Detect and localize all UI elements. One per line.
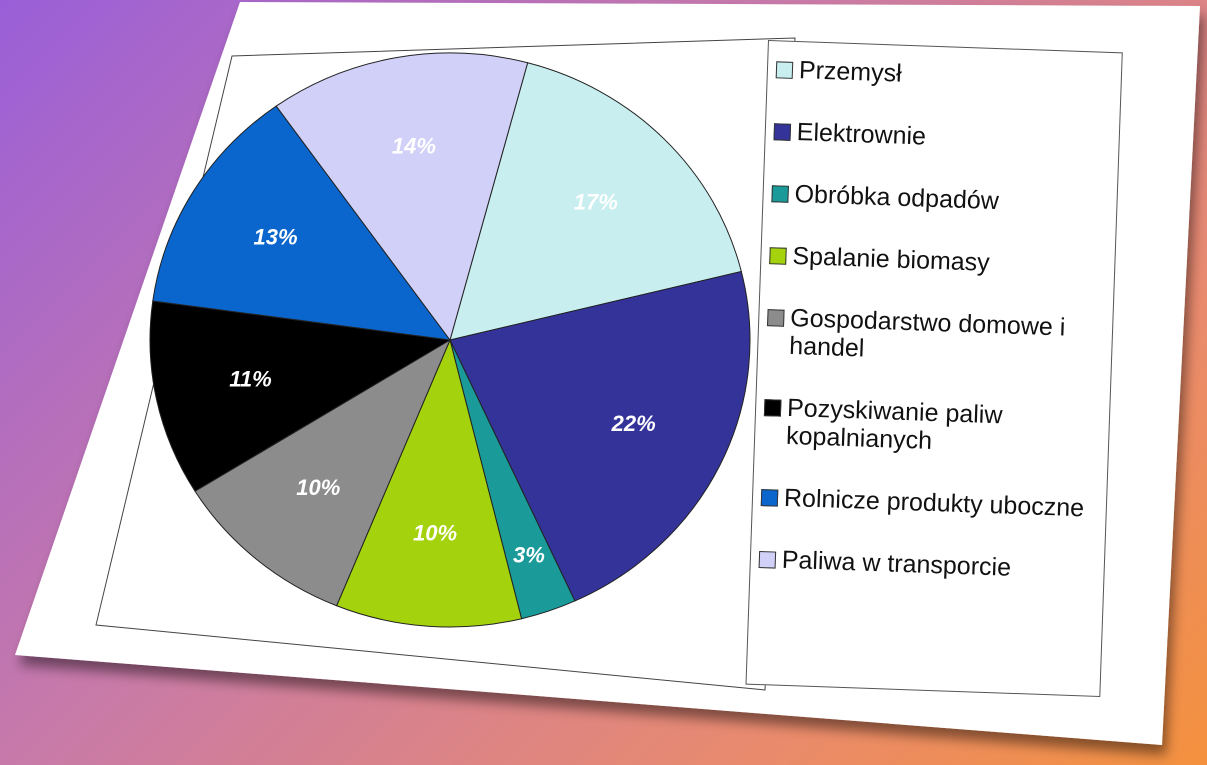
legend-swatch — [769, 247, 787, 265]
legend-label: Spalanie biomasy — [791, 241, 991, 277]
pie-slice — [449, 270, 751, 602]
legend-item: Obróbka odpadów — [771, 179, 1109, 219]
legend-label: Przemysł — [798, 56, 903, 88]
legend-swatch — [760, 489, 779, 507]
pie: 17% 22% 3% 10% 10% 11% 13% 14% — [149, 52, 751, 628]
legend-item: Elektrownie — [773, 117, 1111, 157]
legend-label: Elektrownie — [796, 118, 927, 151]
pie-slice — [275, 52, 529, 342]
legend-swatch — [773, 123, 792, 141]
data-label: 3% — [513, 543, 545, 568]
legend-swatch — [767, 309, 785, 327]
legend-item: Gospodarstwo domowe i handel — [766, 303, 1105, 371]
pie-slice — [194, 338, 452, 607]
data-label: 14% — [392, 134, 436, 159]
data-label: 13% — [253, 225, 297, 250]
legend-label: Rolnicze produkty uboczne — [783, 483, 1085, 523]
legend-item: Rolnicze produkty uboczne — [760, 483, 1099, 523]
legend-label: Paliwa w transporcie — [781, 545, 1012, 582]
pie-slice — [149, 300, 452, 492]
legend-label: Obróbka odpadów — [794, 180, 1000, 216]
legend-swatch — [775, 61, 794, 79]
data-label: 17% — [574, 189, 618, 214]
legend-item: Pozyskiwanie paliw kopalnianych — [763, 393, 1102, 461]
legend-item: Paliwa w transporcie — [758, 545, 1096, 585]
data-label: 10% — [413, 520, 457, 545]
data-label: 10% — [296, 475, 340, 500]
legend-label: Gospodarstwo domowe i handel — [788, 303, 1066, 363]
legend: Przemysł Elektrownie Obróbka odpadów Spalan… — [745, 40, 1123, 697]
legend-swatch — [763, 399, 782, 417]
pie-slice — [335, 338, 523, 628]
pie-slice — [449, 62, 742, 341]
legend-item: Przemysł — [775, 55, 1113, 95]
legend-item: Spalanie biomasy — [769, 241, 1107, 281]
legend-label: Pozyskiwanie paliw kopalnianych — [785, 393, 1003, 455]
pie-slice — [152, 105, 452, 341]
legend-swatch — [758, 551, 777, 569]
legend-swatch — [771, 185, 789, 203]
data-label: 22% — [611, 411, 656, 436]
data-label: 11% — [229, 366, 271, 391]
